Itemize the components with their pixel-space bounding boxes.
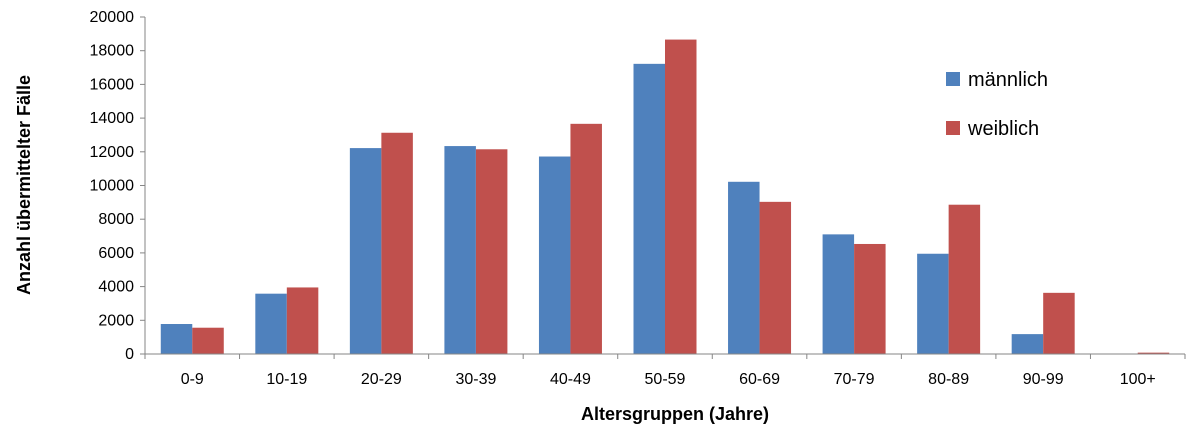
x-axis-title: Altersgruppen (Jahre) <box>581 404 769 424</box>
bar-männlich-60-69 <box>728 181 760 354</box>
bar-weiblich-0-9 <box>192 327 224 354</box>
x-axis-ticks: 0-9 10-19 20-29 30-39 40-49 50-59 60-69 70-79 80… <box>144 354 1186 388</box>
x-tick-label: 50-59 <box>645 371 686 388</box>
y-tick-label: 4000 <box>98 279 134 296</box>
y-tick-label: 14000 <box>90 110 135 127</box>
bar-männlich-0-9 <box>160 324 193 354</box>
y-tick-label: 18000 <box>90 43 135 60</box>
y-tick-label: 6000 <box>98 245 134 262</box>
y-tick-label: 8000 <box>98 211 134 228</box>
bar-männlich-30-39 <box>444 146 476 354</box>
y-tick-label: 2000 <box>98 312 134 329</box>
y-axis-ticks: 0 2000 4000 6000 8000 10000 12000 14000 16000 180… <box>90 9 145 363</box>
legend: männlich weiblich <box>946 69 1048 140</box>
bar-weiblich-20-29 <box>381 132 413 354</box>
x-tick-label: 20-29 <box>361 371 402 388</box>
x-tick-label: 90-99 <box>1023 371 1064 388</box>
y-tick-label: 20000 <box>90 9 135 26</box>
bar-weiblich-90-99 <box>1043 292 1075 354</box>
bar-männlich-90-99 <box>1011 334 1044 354</box>
bar-männlich-50-59 <box>633 63 665 355</box>
bar-männlich-70-79 <box>822 234 855 354</box>
y-tick-label: 10000 <box>90 178 135 195</box>
legend-swatch <box>946 121 960 135</box>
bar-weiblich-10-19 <box>286 287 319 354</box>
bar-weiblich-40-49 <box>570 123 602 354</box>
bar-männlich-80-89 <box>917 253 949 354</box>
y-tick-label: 12000 <box>90 144 135 161</box>
x-tick-label: 10-19 <box>266 371 307 388</box>
x-tick-label: 40-49 <box>550 371 591 388</box>
x-tick-label: 80-89 <box>928 371 969 388</box>
x-tick-label: 0-9 <box>181 371 204 388</box>
x-tick-label: 70-79 <box>834 371 875 388</box>
axes <box>144 17 1185 355</box>
legend-label: weiblich <box>967 118 1039 140</box>
legend-swatch <box>946 72 960 86</box>
bars <box>160 39 1170 355</box>
bar-männlich-40-49 <box>538 156 571 354</box>
y-tick-label: 0 <box>125 346 134 363</box>
bar-männlich-20-29 <box>349 148 382 354</box>
bar-weiblich-70-79 <box>854 243 886 354</box>
y-axis-title: Anzahl übermittelter Fälle <box>14 75 34 295</box>
bar-weiblich-60-69 <box>759 201 792 354</box>
bar-weiblich-80-89 <box>948 204 981 354</box>
x-tick-label: 30-39 <box>455 371 496 388</box>
y-tick-label: 16000 <box>90 76 135 93</box>
x-tick-label: 100+ <box>1120 371 1156 388</box>
bar-weiblich-50-59 <box>665 39 697 354</box>
bar-männlich-10-19 <box>255 293 287 354</box>
bar-weiblich-100+ <box>1137 352 1170 354</box>
legend-label: männlich <box>968 69 1048 91</box>
bar-weiblich-30-39 <box>475 149 508 354</box>
x-tick-label: 60-69 <box>739 371 780 388</box>
